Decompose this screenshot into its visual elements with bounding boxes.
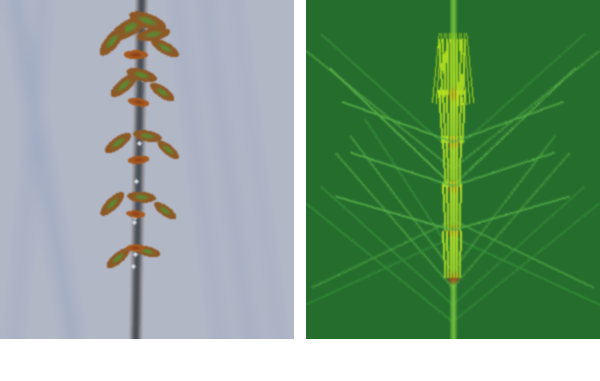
Text: April 6: April 6 (17, 350, 95, 370)
Text: June 2: June 2 (323, 350, 397, 370)
Text: Ribes fasciculatum: Ribes fasciculatum (67, 351, 244, 369)
Text: Sciadopitys verticillata: Sciadopitys verticillata (365, 351, 581, 369)
